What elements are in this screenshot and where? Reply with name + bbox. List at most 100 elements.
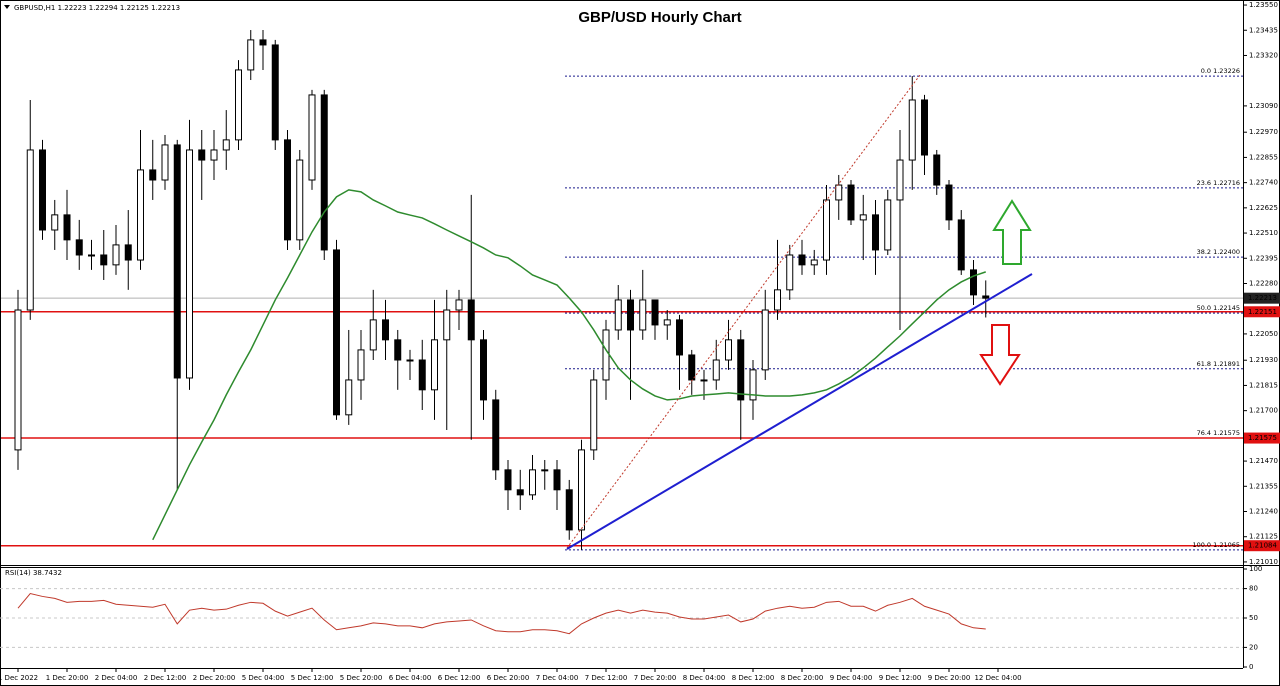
y-tick-label: 1.22510: [1249, 229, 1278, 237]
moving-average: [152, 189, 986, 541]
x-tick-label: 6 Dec 12:00: [438, 674, 481, 682]
candle-body: [186, 149, 193, 379]
candle-body: [651, 299, 659, 326]
candle-body: [529, 469, 536, 496]
candle-body: [455, 299, 463, 311]
x-tick-label: 12 Dec 04:00: [974, 674, 1021, 682]
candle-body: [516, 489, 524, 496]
candle-body: [578, 449, 585, 531]
candle-body: [112, 244, 120, 266]
price-line-box: [1244, 540, 1280, 552]
candle-body: [406, 359, 414, 362]
candle-body: [492, 399, 500, 471]
fib-label: 100.0 1.21065: [1192, 541, 1240, 549]
candle-body: [908, 99, 916, 161]
candle-body: [859, 214, 867, 221]
x-tick-label: 8 Dec 12:00: [732, 674, 775, 682]
candle-body: [945, 184, 953, 221]
x-tick-label: 2 Dec 04:00: [95, 674, 138, 682]
candle-body: [443, 309, 451, 341]
candle-body: [957, 219, 965, 271]
candle-body: [75, 239, 83, 256]
candle-body: [467, 299, 475, 341]
x-tick-label: 8 Dec 20:00: [781, 674, 824, 682]
rsi-tick-label: 50: [1249, 614, 1258, 622]
x-tick-label: 2 Dec 20:00: [193, 674, 236, 682]
x-tick-label: 5 Dec 04:00: [242, 674, 285, 682]
chart-title: GBP/USD Hourly Chart: [578, 9, 741, 26]
candle-body: [124, 244, 132, 261]
x-tick-label: 1 Dec 20:00: [46, 674, 89, 682]
candle-body: [663, 319, 671, 326]
price-line-label: 1.22151: [1248, 308, 1277, 316]
candle-body: [26, 149, 34, 311]
rsi-line: [17, 592, 986, 635]
current-price-label: 1.22213: [1248, 294, 1277, 302]
candle-body: [63, 214, 71, 241]
candle-body: [418, 359, 426, 391]
candle-body: [51, 214, 59, 231]
fib-label: 23.6 1.22716: [1197, 179, 1240, 187]
candle-body: [688, 354, 696, 381]
trend-line: [566, 273, 1033, 550]
fib-label: 0.0 1.23226: [1201, 67, 1240, 75]
x-tick-label: 2 Dec 12:00: [144, 674, 187, 682]
y-tick-label: 1.22970: [1249, 128, 1278, 136]
y-tick-label: 1.21700: [1249, 407, 1278, 415]
candle-body: [553, 469, 561, 491]
candle-body: [590, 379, 598, 451]
candle-body: [137, 169, 144, 261]
candle-body: [565, 489, 573, 531]
candle-body: [639, 299, 647, 331]
current-price-box: [1244, 292, 1280, 304]
candle-body: [786, 254, 794, 291]
candle-body: [100, 254, 108, 266]
candle-body: [749, 369, 757, 401]
candle-body: [284, 139, 291, 241]
x-tick-label: 9 Dec 04:00: [830, 674, 873, 682]
y-tick-label: 1.22625: [1249, 204, 1278, 212]
candle-body: [173, 144, 181, 379]
candle-body: [210, 149, 218, 161]
y-tick-label: 1.23320: [1249, 51, 1278, 59]
candle-body: [382, 319, 389, 341]
candle-body: [308, 94, 316, 181]
candle-body: [614, 299, 622, 331]
x-tick-label: 6 Dec 04:00: [389, 674, 432, 682]
x-tick-label: 9 Dec 20:00: [928, 674, 971, 682]
rsi-tick-label: 100: [1249, 565, 1262, 573]
price-line-label: 1.21575: [1248, 434, 1277, 442]
chart-header: GBPUSD,H1 1.22223 1.22294 1.22125 1.2221…: [14, 4, 180, 12]
x-tick-label: 8 Dec 04:00: [683, 674, 726, 682]
plot-area: [0, 30, 1243, 551]
candle-body: [198, 149, 206, 161]
candle-body: [296, 159, 304, 241]
candle-body: [970, 269, 977, 296]
candle-body: [480, 339, 487, 401]
candle-body: [161, 144, 169, 181]
y-tick-label: 1.22050: [1249, 330, 1278, 338]
x-tick-label: 9 Dec 12:00: [879, 674, 922, 682]
price-line-label: 1.21084: [1248, 542, 1277, 550]
candle-body: [271, 44, 279, 141]
candle-body: [247, 39, 255, 71]
candle-body: [602, 329, 610, 381]
candle-body: [88, 254, 95, 257]
candle-body: [712, 359, 720, 381]
candle-body: [14, 309, 22, 451]
candle-body: [810, 259, 818, 266]
candle-body: [149, 169, 157, 181]
symbol-menu-icon[interactable]: [4, 5, 10, 9]
y-tick-label: 1.22395: [1249, 254, 1278, 262]
candle-body: [823, 199, 830, 261]
y-tick-label: 1.21815: [1249, 381, 1278, 389]
candle-body: [504, 469, 512, 491]
candle-body: [39, 149, 46, 231]
rsi-tick-label: 20: [1249, 643, 1258, 651]
rsi-tick-label: 0: [1249, 663, 1253, 671]
candle-body: [761, 309, 769, 371]
x-tick-label: 7 Dec 20:00: [634, 674, 677, 682]
y-tick-label: 1.21470: [1249, 457, 1278, 465]
candle-body: [982, 295, 990, 299]
